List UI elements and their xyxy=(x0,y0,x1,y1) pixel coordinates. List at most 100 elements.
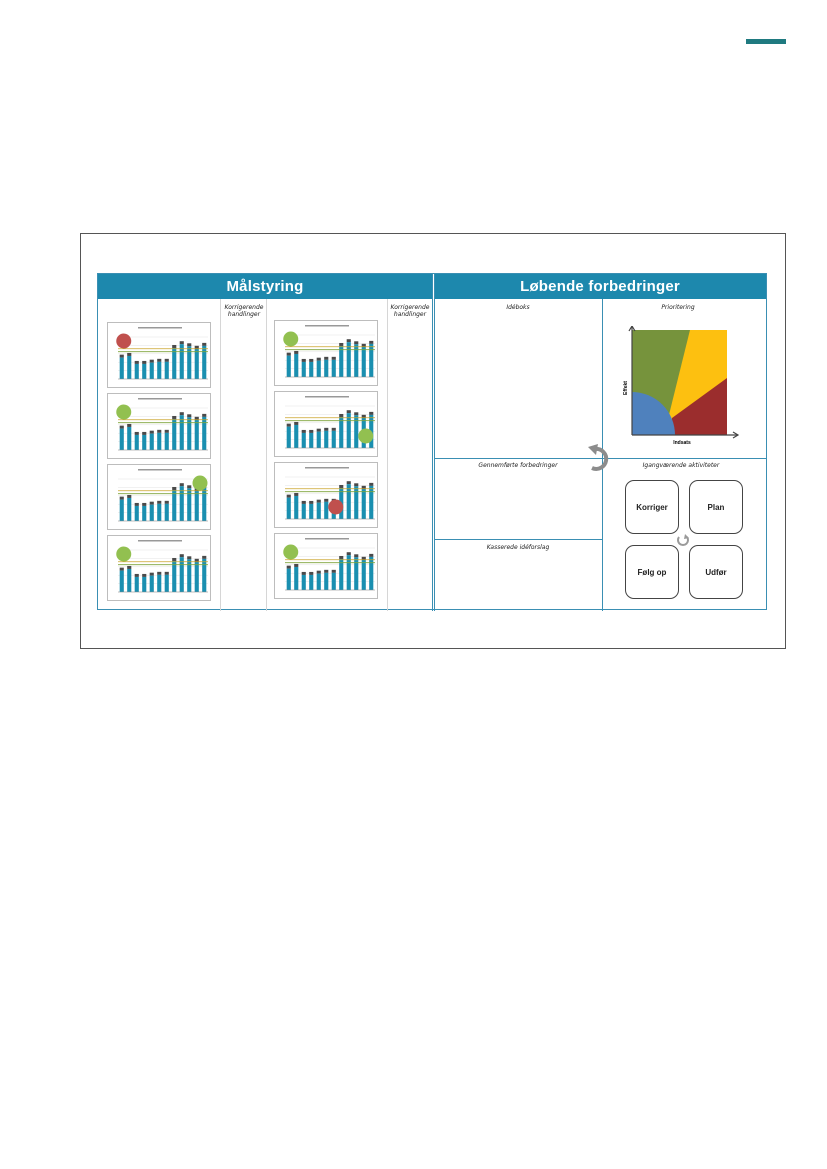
bar-cap xyxy=(301,429,306,433)
bar xyxy=(286,355,291,377)
bar-cap xyxy=(294,492,299,496)
bar xyxy=(142,434,147,450)
bar xyxy=(194,419,199,450)
bar-cap xyxy=(194,416,199,420)
bar xyxy=(179,344,184,379)
bar-cap xyxy=(316,357,321,361)
bar xyxy=(331,359,336,377)
priority-matrix: Effekt Indsats xyxy=(623,326,740,446)
bar xyxy=(179,415,184,450)
bar xyxy=(119,499,124,521)
bar xyxy=(339,345,344,377)
bar xyxy=(127,568,132,592)
corrective-label-1: Korrigerende handlinger xyxy=(224,304,264,318)
mini-chart-svg xyxy=(285,467,375,520)
bar xyxy=(172,418,177,450)
divider-left-2 xyxy=(266,299,267,611)
bar-cap xyxy=(339,342,344,346)
bar xyxy=(187,488,192,521)
bar-cap xyxy=(369,482,374,486)
bar-cap xyxy=(369,340,374,344)
bar-cap xyxy=(164,571,169,575)
bar-cap xyxy=(127,423,132,427)
bar xyxy=(119,428,124,450)
bar-cap xyxy=(127,565,132,569)
bar xyxy=(202,345,207,379)
bar-cap xyxy=(354,554,359,558)
bar xyxy=(164,503,169,521)
bar-cap xyxy=(157,429,162,433)
bar-cap xyxy=(331,427,336,431)
mini-chart-title-mark xyxy=(305,538,349,540)
bar-cap xyxy=(361,556,366,560)
bar-cap xyxy=(142,360,147,364)
bar xyxy=(179,557,184,592)
bar xyxy=(309,503,314,519)
bar-cap xyxy=(346,481,351,485)
bar-cap xyxy=(324,427,329,431)
bar xyxy=(119,570,124,592)
bar-cap xyxy=(127,494,132,498)
bar xyxy=(127,497,132,521)
page-accent-bar xyxy=(746,39,786,44)
bar xyxy=(369,556,374,590)
bar-cap xyxy=(202,555,207,559)
mini-chart-svg xyxy=(116,398,208,451)
mini-chart-title-mark xyxy=(138,327,182,329)
bar xyxy=(172,489,177,521)
bar-cap xyxy=(142,573,147,577)
bar-cap xyxy=(354,412,359,416)
bar xyxy=(127,426,132,450)
bar xyxy=(361,346,366,377)
status-dot-red xyxy=(116,333,132,349)
rejected-label: Kasserede idéforslag xyxy=(486,544,550,551)
bar-cap xyxy=(286,565,291,569)
bar xyxy=(286,497,291,519)
bar-cap xyxy=(157,358,162,362)
bar-cap xyxy=(172,344,177,348)
bar-cap xyxy=(194,345,199,349)
bar xyxy=(157,574,162,592)
status-dot-green xyxy=(116,546,132,562)
divider-row xyxy=(434,458,766,459)
bar xyxy=(346,484,351,519)
bar xyxy=(202,416,207,450)
bar xyxy=(119,357,124,379)
bar-cap xyxy=(179,412,184,416)
mini-chart-svg xyxy=(285,396,375,449)
bar-cap xyxy=(202,413,207,417)
bar-cap xyxy=(172,486,177,490)
bar xyxy=(134,505,139,521)
bar-cap xyxy=(172,415,177,419)
bar-cap xyxy=(294,421,299,425)
bar xyxy=(187,346,192,379)
bar-cap xyxy=(127,352,132,356)
bar-cap xyxy=(339,484,344,488)
bar xyxy=(346,413,351,448)
mini-chart-6 xyxy=(274,391,378,457)
bar xyxy=(316,573,321,590)
bar-cap xyxy=(134,360,139,364)
bar-cap xyxy=(324,569,329,573)
bar-cap xyxy=(134,431,139,435)
mini-chart-4 xyxy=(107,535,211,601)
mini-chart-1 xyxy=(107,322,211,388)
mini-chart-8 xyxy=(274,533,378,599)
corrective-label-2: Korrigerende handlinger xyxy=(390,304,430,318)
header-lobende-forbedringer: Løbende forbedringer xyxy=(434,274,766,299)
bar xyxy=(142,363,147,379)
mini-chart-svg xyxy=(116,327,208,380)
divider-main xyxy=(432,274,433,611)
bar-cap xyxy=(301,358,306,362)
bar xyxy=(354,344,359,377)
bar-cap xyxy=(316,428,321,432)
bar-cap xyxy=(142,502,147,506)
box-udfor: Udfør xyxy=(689,545,743,599)
board: Målstyring Løbende forbedringer Korriger… xyxy=(97,273,767,611)
bar xyxy=(361,488,366,519)
bar xyxy=(149,575,154,592)
bar-cap xyxy=(172,557,177,561)
bar-cap xyxy=(149,572,154,576)
bar xyxy=(301,503,306,519)
box-plan: Plan xyxy=(689,480,743,534)
